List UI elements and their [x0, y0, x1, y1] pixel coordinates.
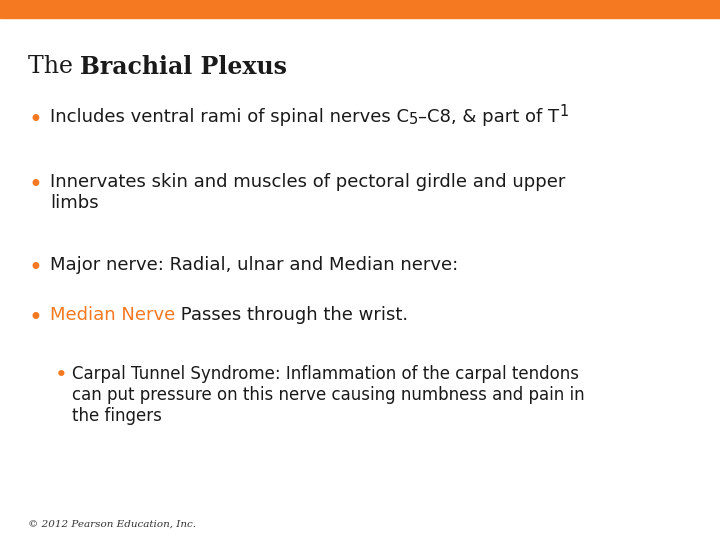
Text: •: •: [28, 173, 42, 196]
Text: •: •: [55, 365, 68, 385]
Text: 1: 1: [559, 104, 569, 119]
Text: Includes ventral rami of spinal nerves C: Includes ventral rami of spinal nerves C: [50, 108, 409, 126]
Text: Carpal Tunnel Syndrome: Inflammation of the carpal tendons
can put pressure on t: Carpal Tunnel Syndrome: Inflammation of …: [72, 365, 585, 424]
Text: Passes through the wrist.: Passes through the wrist.: [175, 306, 408, 324]
Text: •: •: [28, 306, 42, 329]
Text: 5: 5: [409, 112, 418, 127]
Bar: [0, 0, 720, 18]
Text: Innervates skin and muscles of pectoral girdle and upper
limbs: Innervates skin and muscles of pectoral …: [50, 173, 565, 212]
Text: © 2012 Pearson Education, Inc.: © 2012 Pearson Education, Inc.: [28, 520, 196, 529]
Text: Median Nerve: Median Nerve: [50, 306, 175, 324]
Text: •: •: [28, 256, 42, 279]
Text: The: The: [28, 55, 81, 78]
Text: Major nerve: Radial, ulnar and Median nerve:: Major nerve: Radial, ulnar and Median ne…: [50, 256, 458, 274]
Text: •: •: [28, 108, 42, 131]
Text: –C8, & part of T: –C8, & part of T: [418, 108, 559, 126]
Text: Brachial Plexus: Brachial Plexus: [81, 55, 287, 79]
